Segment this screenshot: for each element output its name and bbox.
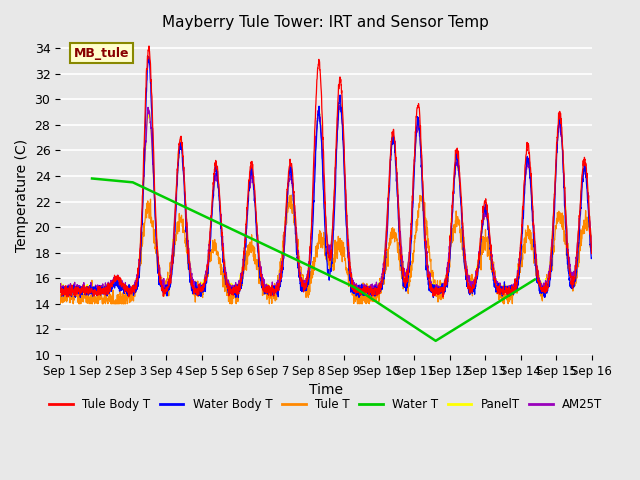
Title: Mayberry Tule Tower: IRT and Sensor Temp: Mayberry Tule Tower: IRT and Sensor Temp	[163, 15, 490, 30]
Y-axis label: Temperature (C): Temperature (C)	[15, 139, 29, 252]
Text: MB_tule: MB_tule	[74, 47, 129, 60]
X-axis label: Time: Time	[309, 383, 343, 397]
Legend: Tule Body T, Water Body T, Tule T, Water T, PanelT, AM25T: Tule Body T, Water Body T, Tule T, Water…	[44, 394, 607, 416]
